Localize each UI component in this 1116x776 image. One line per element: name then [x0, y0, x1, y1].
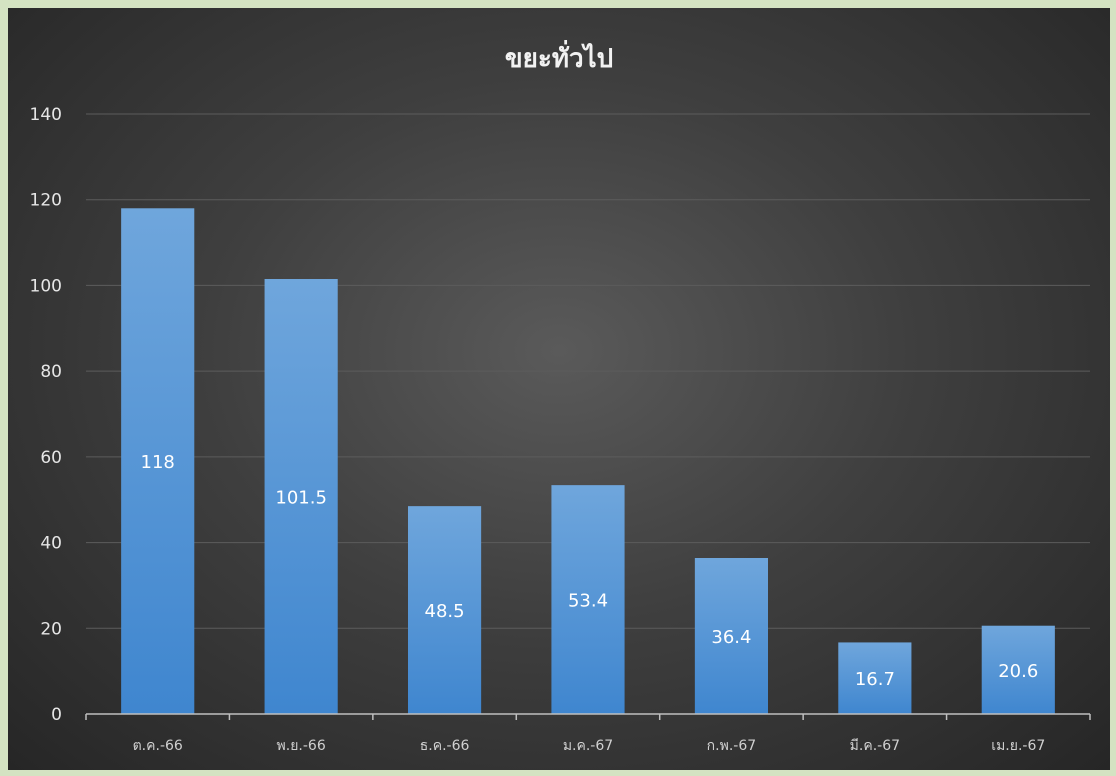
labels: 0 20 40 60 80 100 120 140 118 ต.ค.-66 101.5 พ.ย.-66… — [30, 105, 1046, 754]
bar-chart: 0 20 40 60 80 100 120 140 118 ต.ค.-66 101.5 พ.ย.-66… — [30, 105, 1091, 754]
bar — [694, 558, 769, 714]
x-tick-label: ธ.ค.-66 — [420, 738, 470, 754]
x-tick-label: มี.ค.-67 — [850, 738, 900, 754]
bars — [121, 208, 1055, 715]
x-tick-label: พ.ย.-66 — [277, 738, 326, 754]
bar — [264, 279, 338, 714]
x-tick-label: ม.ค.-67 — [563, 738, 613, 754]
bar — [551, 485, 625, 714]
y-tick-label: 140 — [30, 105, 62, 125]
x-axis — [85, 713, 1091, 720]
data-label: 48.5 — [425, 601, 465, 622]
y-tick-label: 20 — [40, 619, 62, 639]
bar — [407, 506, 482, 714]
data-label: 16.7 — [855, 669, 895, 690]
bar — [121, 208, 195, 715]
data-label: 101.5 — [275, 488, 327, 509]
chart-frame: ขยะทั่วไป 0 20 40 60 80 100 120 140 118 ต.ค.-66 10… — [8, 8, 1110, 770]
x-tick-label: ต.ค.-66 — [133, 738, 183, 754]
y-tick-label: 60 — [40, 448, 62, 468]
y-tick-label: 120 — [30, 191, 62, 211]
data-label: 36.4 — [711, 627, 751, 648]
data-label: 20.6 — [998, 661, 1038, 682]
bar — [838, 642, 912, 714]
data-label: 53.4 — [568, 591, 608, 612]
y-tick-label: 0 — [51, 705, 62, 725]
y-tick-label: 40 — [40, 534, 62, 554]
chart-title: ขยะทั่วไป — [504, 44, 614, 74]
y-tick-label: 100 — [30, 276, 62, 296]
x-tick-label: เม.ย.-67 — [991, 738, 1045, 754]
y-tick-label: 80 — [40, 362, 62, 382]
bar — [981, 625, 1055, 714]
x-tick-label: ก.พ.-67 — [707, 738, 756, 754]
data-label: 118 — [141, 452, 175, 473]
